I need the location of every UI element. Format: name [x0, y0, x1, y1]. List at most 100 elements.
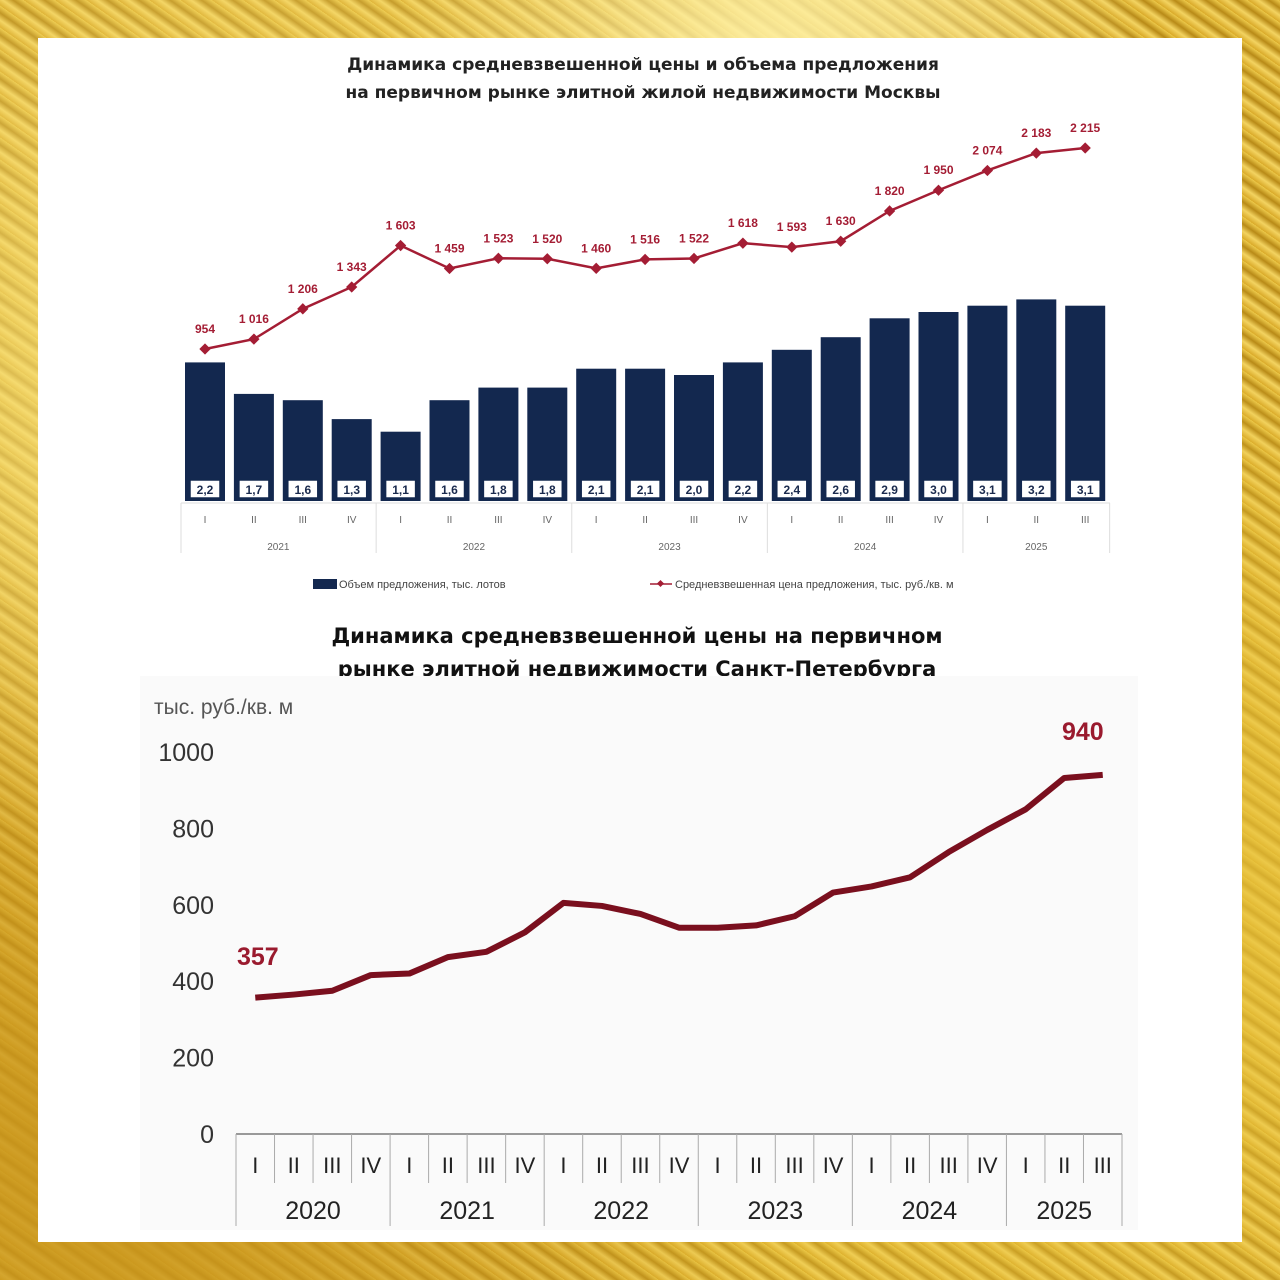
volume-bar	[185, 362, 225, 501]
year-tick-label: 2024	[902, 1197, 958, 1225]
quarter-tick-label: I	[560, 1153, 566, 1178]
quarter-tick-label: II	[447, 515, 453, 526]
volume-bar	[967, 305, 1008, 501]
volume-label-box	[482, 479, 515, 499]
y-tick-label: 200	[172, 1045, 214, 1073]
quarter-tick-label: II	[442, 1153, 454, 1178]
volume-bar	[771, 349, 812, 501]
volume-label-box	[1020, 479, 1053, 499]
volume-data-label: 2,0	[686, 483, 703, 497]
price-data-label: 1 523	[483, 231, 513, 245]
price-data-label: 954	[195, 322, 215, 336]
quarter-tick-label: IV	[543, 515, 553, 526]
quarter-tick-label: I	[1023, 1153, 1029, 1178]
y-tick-label: 0	[200, 1121, 214, 1149]
volume-bar	[1065, 305, 1106, 501]
year-tick-label: 2023	[747, 1197, 803, 1225]
volume-label-box	[384, 479, 417, 499]
volume-label-box	[873, 479, 906, 499]
quarter-tick-label: I	[406, 1153, 412, 1178]
volume-bar	[722, 362, 763, 501]
price-data-label: 2 215	[1070, 121, 1100, 135]
quarter-tick-label: I	[790, 515, 793, 526]
price-marker	[1079, 142, 1091, 154]
volume-label-box	[776, 479, 808, 499]
price-data-label: 1 520	[532, 232, 562, 246]
year-tick-label: 2024	[854, 542, 877, 553]
quarter-tick-label: IV	[347, 515, 357, 526]
price-marker	[883, 205, 896, 217]
year-tick-label: 2025	[1025, 542, 1048, 553]
quarter-tick-label: II	[251, 515, 257, 526]
volume-label-box	[580, 479, 612, 499]
volume-label-box	[287, 479, 319, 499]
y-tick-label: 600	[172, 892, 214, 920]
year-tick-label: 2021	[439, 1197, 495, 1225]
price-marker	[346, 281, 358, 293]
volume-label-box	[335, 479, 368, 499]
spb-chart-title-line1: Динамика средневзвешенной цены на первич…	[331, 624, 942, 648]
price-marker	[786, 241, 798, 253]
year-tick-label: 2020	[285, 1197, 341, 1225]
price-data-label: 1 618	[728, 216, 758, 230]
price-data-label: 1 522	[679, 231, 709, 245]
volume-data-label: 3,1	[1077, 483, 1094, 497]
price-data-label: 1 016	[239, 312, 269, 326]
quarter-tick-label: III	[477, 1153, 495, 1178]
quarter-tick-label: III	[690, 515, 698, 526]
year-tick-label: 2022	[463, 542, 486, 553]
volume-data-label: 1,6	[441, 483, 458, 497]
y-tick-label: 800	[172, 815, 214, 843]
price-marker	[1030, 147, 1042, 159]
quarter-tick-label: II	[1058, 1153, 1070, 1178]
price-data-label: 2 183	[1021, 126, 1051, 140]
price-marker	[737, 237, 749, 249]
volume-data-label: 2,6	[832, 483, 849, 497]
volume-bar	[918, 312, 959, 501]
volume-bar	[869, 318, 910, 501]
quarter-tick-label: III	[785, 1153, 803, 1178]
quarter-tick-label: IV	[669, 1153, 690, 1178]
quarter-tick-label: III	[939, 1153, 957, 1178]
volume-data-label: 2,2	[735, 483, 752, 497]
price-data-label: 1 630	[826, 214, 856, 228]
volume-data-label: 2,9	[881, 483, 898, 497]
quarter-tick-label: I	[204, 515, 207, 526]
quarter-tick-label: III	[1094, 1153, 1112, 1178]
price-data-label: 1 459	[434, 242, 464, 256]
price-data-label: 1 343	[337, 260, 367, 274]
quarter-tick-label: II	[596, 1153, 608, 1178]
volume-label-box	[678, 479, 710, 499]
quarter-tick-label: IV	[823, 1153, 844, 1178]
quarter-tick-label: IV	[360, 1153, 381, 1178]
volume-data-label: 1,1	[392, 483, 409, 497]
volume-data-label: 3,1	[979, 483, 996, 497]
year-tick-label: 2023	[658, 542, 681, 553]
price-marker	[492, 252, 505, 264]
volume-bar	[1016, 299, 1057, 501]
price-marker	[443, 262, 456, 275]
quarter-tick-label: II	[1034, 515, 1040, 526]
volume-label-box	[1069, 479, 1101, 499]
legend-bar-label: Объем предложения, тыс. лотов	[339, 579, 506, 591]
quarter-tick-label: IV	[738, 515, 748, 526]
volume-data-label: 3,0	[930, 483, 947, 497]
quarter-tick-label: III	[299, 515, 307, 526]
volume-data-label: 1,7	[246, 483, 263, 497]
volume-label-box	[727, 479, 759, 499]
volume-label-box	[922, 479, 955, 499]
volume-label-box	[531, 479, 564, 499]
price-data-label: 1 950	[923, 163, 953, 177]
price-data-label: 1 516	[630, 232, 660, 246]
quarter-tick-label: I	[869, 1153, 875, 1178]
volume-bar	[820, 337, 861, 501]
price-marker	[590, 262, 602, 275]
volume-data-label: 1,8	[539, 483, 556, 497]
volume-bar	[625, 368, 666, 501]
volume-label-box	[189, 479, 221, 499]
legend-line-marker	[656, 579, 665, 588]
quarter-tick-label: II	[288, 1153, 300, 1178]
quarter-tick-label: III	[323, 1153, 341, 1178]
